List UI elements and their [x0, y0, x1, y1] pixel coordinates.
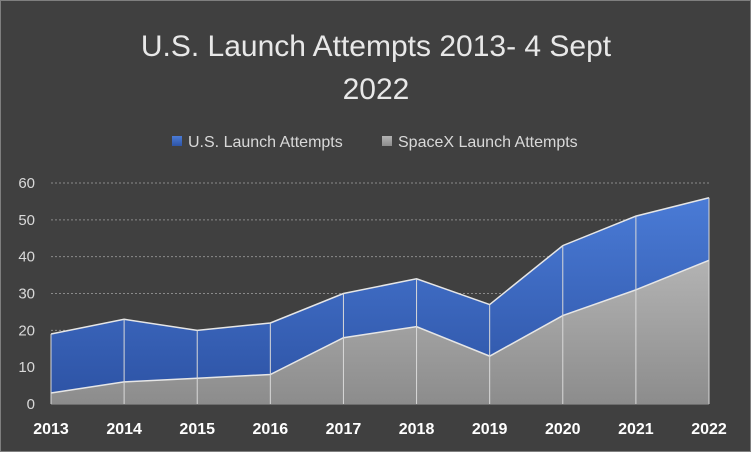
y-tick-label-10: 10	[18, 359, 35, 376]
area-us-launch-attempts	[51, 197, 709, 393]
y-axis-tick-labels: 0 10 20 30 40 50 60	[18, 175, 35, 413]
x-tick-label-2021: 2021	[618, 421, 654, 438]
x-tick-label-2022: 2022	[691, 421, 727, 438]
x-tick-label-2019: 2019	[472, 421, 508, 438]
x-tick-label-2020: 2020	[545, 421, 581, 438]
y-tick-label-50: 50	[18, 212, 35, 229]
legend-swatch-spacex	[382, 136, 392, 146]
y-tick-label-40: 40	[18, 249, 35, 266]
x-tick-label-2017: 2017	[326, 421, 362, 438]
drop-lines	[50, 197, 710, 404]
x-axis-tick-labels: 2013 2014 2015 2016 2017 2018 2019 2020 2021 2022	[33, 421, 727, 438]
legend: U.S. Launch Attempts SpaceX Launch Attem…	[172, 134, 578, 151]
x-tick-label-2018: 2018	[399, 421, 435, 438]
y-tick-label-60: 60	[18, 175, 35, 192]
x-tick-label-2015: 2015	[179, 421, 215, 438]
line-us-launch-attempts	[50, 197, 710, 335]
plot-areas	[50, 197, 710, 404]
chart-title-line-2: 2022	[343, 73, 410, 106]
x-tick-label-2016: 2016	[253, 421, 289, 438]
area-spacex-launch-attempts	[51, 260, 709, 404]
y-tick-label-0: 0	[27, 396, 35, 413]
x-tick-label-2013: 2013	[33, 421, 69, 438]
legend-swatch-us	[172, 136, 182, 146]
x-tick-label-2014: 2014	[106, 421, 142, 438]
legend-label-us: U.S. Launch Attempts	[188, 134, 343, 151]
y-tick-label-20: 20	[18, 322, 35, 339]
chart-title-line-1: U.S. Launch Attempts 2013- 4 Sept	[141, 30, 612, 63]
y-tick-label-30: 30	[18, 286, 35, 303]
line-spacex-launch-attempts	[50, 259, 710, 394]
legend-label-spacex: SpaceX Launch Attempts	[398, 134, 578, 151]
